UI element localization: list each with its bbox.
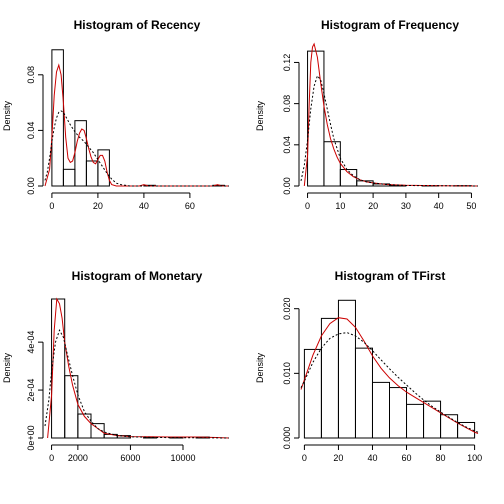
density-curve-recency-dotted [44,110,229,187]
y-tick-label-frequency-2: 0.08 [282,95,292,113]
panel-recency: Histogram of Recency Density 0 20 40 60 0.00 0.… [2,18,229,211]
chart-title-tfirst: Histogram of TFirst [335,269,446,283]
density-curve-tfirst-dotted [300,332,479,433]
x-tick-label-monetary-1: 2000 [68,453,88,463]
y-tick-label-monetary-2: 4e-04 [26,331,36,354]
chart-title-monetary: Histogram of Monetary [72,269,203,283]
y-tick-label-recency-1: 0.04 [26,122,36,140]
x-tick-label-tfirst-3: 60 [402,453,412,463]
x-tick-label-recency-0: 0 [49,201,54,211]
y-tick-label-recency-2: 0.08 [26,66,36,84]
y-tick-label-frequency-1: 0.04 [282,136,292,154]
histogram-bar-tfirst-1 [320,317,339,439]
y-axis-label-monetary: Density [2,352,12,383]
histogram-bar-frequency-2 [339,169,358,187]
y-tick-label-tfirst-0: 0.000 [282,427,292,450]
x-tick-label-monetary-3: 10000 [170,453,195,463]
y-tick-label-tfirst-2: 0.020 [282,297,292,320]
x-tick-label-tfirst-5: 100 [467,453,482,463]
panel-tfirst: Histogram of TFirst Density 0 20 40 60 80 100 0.… [255,269,482,463]
density-curve-recency-solid [44,63,229,187]
panel-monetary: Histogram of Monetary Density 0 2000 6000 100… [2,269,230,463]
histogram-bar-tfirst-2 [337,299,356,439]
histogram-bar-tfirst-4 [371,381,391,439]
x-tick-label-recency-3: 60 [185,201,195,211]
x-tick-label-tfirst-4: 80 [436,453,446,463]
y-tick-label-frequency-3: 0.12 [282,54,292,72]
histogram-bar-tfirst-3 [354,347,373,439]
y-tick-label-monetary-1: 2e-04 [26,379,36,402]
x-tick-label-frequency-0: 0 [305,201,310,211]
x-tick-label-frequency-1: 10 [335,201,345,211]
x-tick-label-recency-2: 40 [139,201,149,211]
x-tick-label-frequency-3: 30 [401,201,411,211]
y-tick-label-monetary-0: 0e+00 [26,425,36,450]
chart-title-recency: Histogram of Recency [74,18,201,32]
x-tick-label-frequency-4: 40 [434,201,444,211]
panel-frequency: Histogram of Frequency Density 0 10 20 30 40 50… [255,18,479,211]
histogram-bar-tfirst-0 [303,348,322,439]
histogram-bar-tfirst-9 [457,421,476,439]
histogram-bar-monetary-2 [77,413,92,439]
x-tick-label-frequency-5: 50 [466,201,476,211]
histogram-bar-recency-3 [85,160,99,187]
density-curve-tfirst-solid [300,317,479,434]
x-tick-label-tfirst-0: 0 [302,453,307,463]
histogram-bar-monetary-3 [90,423,105,439]
chart-title-frequency: Histogram of Frequency [321,18,459,32]
x-tick-label-monetary-2: 6000 [120,453,140,463]
x-tick-label-monetary-0: 0 [49,453,54,463]
y-axis-label-recency: Density [2,100,12,131]
y-axis-label-frequency: Density [255,100,265,131]
density-curve-monetary-solid [47,297,230,439]
histogram-bar-recency-1 [62,168,76,187]
histogram-bar-monetary-1 [64,375,79,439]
y-tick-label-tfirst-1: 0.010 [282,362,292,385]
x-tick-label-recency-1: 20 [93,201,103,211]
density-curve-frequency-solid [303,42,479,187]
histogram-bar-frequency-1 [323,141,341,187]
y-axis-label-tfirst: Density [255,352,265,383]
histogram-bar-recency-4 [97,149,110,187]
y-tick-label-frequency-0: 0.00 [282,177,292,195]
density-curve-frequency-dotted [300,74,479,187]
histogram-bar-tfirst-6 [406,403,425,439]
x-tick-label-frequency-2: 20 [368,201,378,211]
y-tick-label-recency-0: 0.00 [26,177,36,195]
x-tick-label-tfirst-1: 20 [333,453,343,463]
histogram-bar-recency-0 [51,49,64,187]
x-tick-label-tfirst-2: 40 [367,453,377,463]
histogram-bar-tfirst-5 [389,387,408,439]
density-curve-monetary-dotted [44,328,230,439]
